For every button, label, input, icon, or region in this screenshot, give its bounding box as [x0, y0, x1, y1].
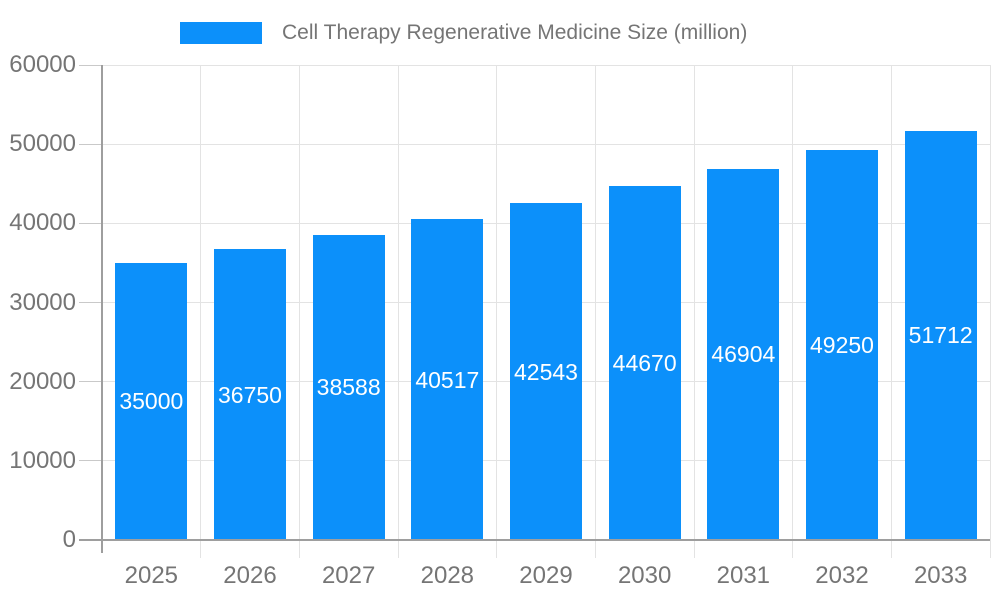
bar-value-label: 36750	[218, 381, 282, 408]
bar[interactable]	[214, 249, 286, 540]
y-axis-tick	[79, 222, 102, 224]
y-tick-label: 20000	[9, 367, 76, 395]
bar[interactable]	[904, 130, 977, 540]
x-tick-label: 2033	[913, 562, 968, 589]
y-tick-label: 10000	[9, 446, 76, 474]
bar[interactable]	[806, 150, 878, 540]
gridline-vertical	[200, 65, 202, 558]
x-tick-label: 2027	[321, 562, 376, 589]
y-tick-label: 30000	[9, 288, 76, 316]
gridline-vertical	[594, 65, 596, 558]
x-tick-label: 2032	[815, 562, 869, 589]
legend: Cell Therapy Regenerative Medicine Size …	[0, 0, 1000, 60]
gridline-vertical	[397, 65, 399, 558]
bar[interactable]	[707, 168, 780, 540]
y-tick-label: 40000	[9, 209, 76, 237]
bar-value-label: 44670	[612, 350, 677, 377]
y-axis-tick	[79, 460, 102, 462]
y-tick-label: 60000	[9, 51, 76, 78]
x-tick-label: 2030	[617, 562, 672, 589]
y-axis-tick	[79, 302, 102, 303]
gridline-vertical	[792, 65, 794, 558]
y-axis-tick	[79, 143, 102, 145]
x-axis	[79, 539, 990, 541]
y-axis-tick	[79, 64, 102, 66]
y-tick-label: 0	[62, 526, 76, 553]
bar[interactable]	[115, 262, 188, 540]
bar[interactable]	[411, 219, 484, 540]
x-tick-label: 2031	[716, 562, 771, 589]
legend-swatch	[180, 22, 262, 44]
bar[interactable]	[510, 203, 582, 540]
gridline-vertical	[298, 65, 300, 558]
y-axis-tick	[79, 381, 102, 383]
bar-value-label: 42543	[514, 358, 578, 385]
gridline-vertical	[989, 65, 991, 558]
gridline-horizontal	[102, 143, 990, 145]
bar-value-label: 51712	[908, 322, 973, 349]
y-axis	[101, 65, 103, 553]
bar-value-label: 46904	[711, 341, 776, 368]
gridline-horizontal	[102, 64, 990, 66]
bar-value-label: 35000	[119, 388, 184, 415]
bar-value-label: 40517	[415, 366, 480, 393]
y-tick-label: 50000	[9, 130, 76, 158]
x-tick-label: 2029	[519, 562, 573, 589]
bar-value-label: 38588	[316, 374, 381, 401]
bar[interactable]	[608, 186, 681, 540]
gridline-vertical	[496, 65, 498, 558]
gridline-vertical	[890, 65, 892, 558]
gridline-vertical	[693, 65, 695, 558]
x-tick-label: 2026	[223, 562, 277, 589]
legend-label: Cell Therapy Regenerative Medicine Size …	[282, 21, 748, 44]
x-tick-label: 2025	[124, 562, 179, 589]
bar-value-label: 49250	[810, 332, 874, 359]
bar[interactable]	[312, 234, 385, 540]
x-tick-label: 2028	[420, 562, 475, 589]
